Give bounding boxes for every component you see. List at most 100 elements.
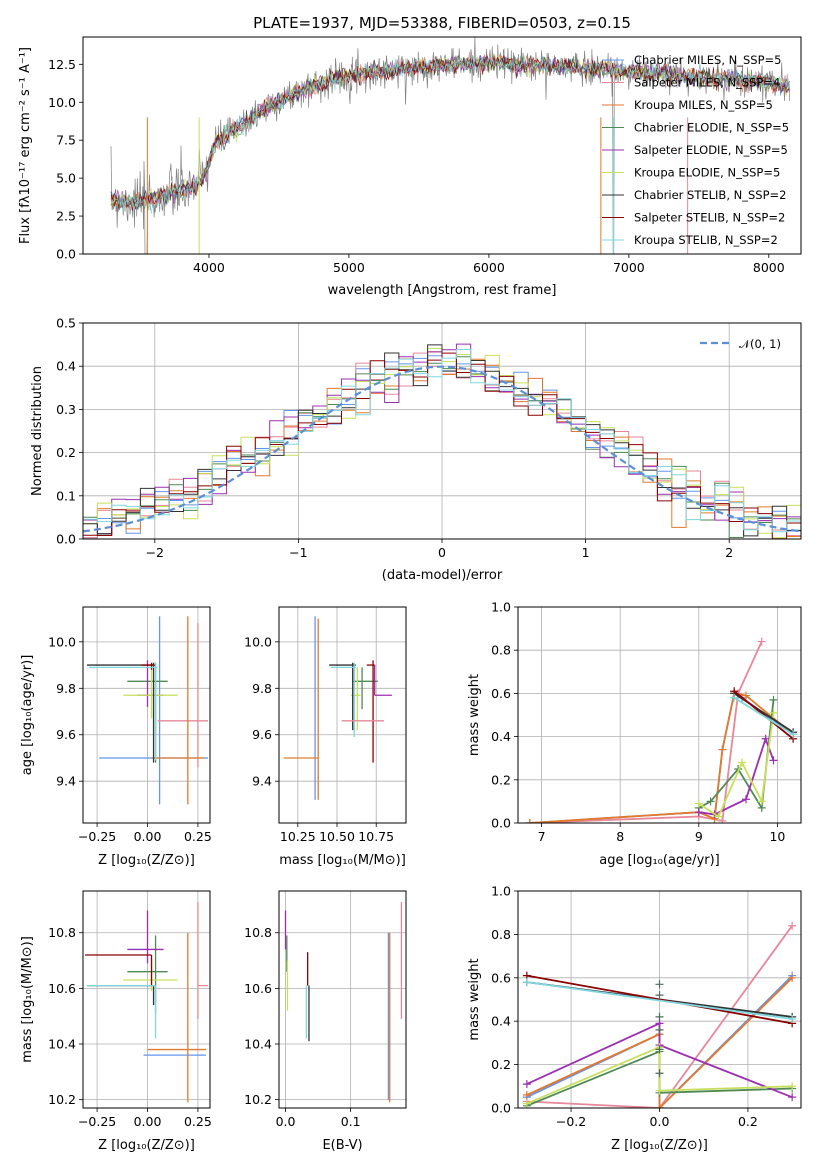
y-tick-label: 0.1 — [56, 488, 76, 503]
y-tick-label: 0.0 — [491, 1101, 511, 1116]
weight-marker-extra — [655, 1012, 664, 1021]
y-axis-label: Normed distribution — [30, 366, 45, 496]
x-tick-label: 10 — [769, 829, 785, 844]
weight-marker-kroupa_elodie — [694, 799, 703, 808]
panel-spectrum: 4000 5000 6000 7000 8000 0.0 2.5 5.0 7.5 10.0 12.5… — [18, 14, 802, 298]
legend-entry-kroupa_stelib: Kroupa STELIB, N_SSP=2 — [634, 233, 778, 247]
x-axis-label: Z [log₁₀(Z/Z⊙)] — [98, 853, 195, 868]
panel-age-vs-mass: 10.25 10.50 10.75 9.4 9.6 9.8 10.0 mass [log₁₀(… — [244, 606, 407, 868]
y-tick-label: 5.0 — [56, 171, 76, 186]
x-axis-label: E(B-V) — [322, 1138, 362, 1153]
weight-marker-kroupa_miles — [718, 745, 727, 754]
y-tick-label: 9.4 — [56, 774, 76, 789]
x-tick-label: 0.00 — [134, 1114, 162, 1129]
y-tick-label: 0.2 — [491, 1057, 511, 1072]
y-tick-label: 10.4 — [48, 1037, 76, 1052]
legend-entry-chabrier_elodie: Chabrier ELODIE, N_SSP=5 — [634, 121, 789, 135]
axes-frame — [517, 606, 802, 824]
panel-residuals: −2 −1 0 1 2 0.0 0.1 0.2 0.3 0.4 0.5 (data-model)/er… — [30, 316, 802, 583]
weight-marker-kroupa_stelib — [788, 1015, 797, 1024]
x-tick-label: 0.00 — [134, 829, 162, 844]
weight-marker-kroupa_miles — [522, 1090, 531, 1099]
legend-entry-chabrier_miles: Chabrier MILES, N_SSP=5 — [634, 53, 781, 67]
x-tick-label: −0.25 — [78, 1114, 116, 1129]
plot-area — [279, 891, 406, 1108]
plot-area — [83, 891, 210, 1108]
y-tick-label: 9.6 — [56, 727, 76, 742]
y-tick-label: 0.6 — [491, 686, 511, 701]
weight-marker-kroupa_miles — [525, 819, 534, 823]
panel-mass-vs-EBV: 0.0 0.1 10.2 10.4 10.6 10.8 E(B-V) — [244, 890, 407, 1153]
axes-frame — [82, 606, 211, 824]
weight-marker-chabrier_elodie — [706, 797, 715, 806]
y-tick-label: 0.5 — [56, 316, 76, 331]
weight-marker-extra — [655, 980, 664, 989]
legend-entry-kroupa_elodie: Kroupa ELODIE, N_SSP=5 — [634, 166, 780, 180]
weight-marker-salpeter_elodie — [788, 1093, 797, 1102]
x-axis-label: Z [log₁₀(Z/Z⊙)] — [98, 1138, 195, 1153]
y-tick-label: 0.8 — [491, 927, 511, 942]
y-tick-label: 0.4 — [491, 1014, 511, 1029]
weight-line-salpeter_elodie — [526, 1021, 793, 1099]
x-tick-label: 7000 — [613, 260, 645, 275]
normal-curve — [83, 365, 799, 533]
x-tick-label: −0.25 — [78, 829, 116, 844]
legend-entry-salpeter_miles: Salpeter MILES, N_SSP=4 — [634, 76, 780, 90]
x-tick-label: 0.1 — [341, 1114, 361, 1129]
weight-marker-salpeter_elodie — [741, 795, 750, 804]
y-tick-label: 10.0 — [244, 634, 272, 649]
x-tick-label: 6000 — [473, 260, 505, 275]
x-axis-label: age [log₁₀(age/yr)] — [599, 853, 720, 868]
weight-marker-kroupa_miles — [741, 691, 750, 700]
y-axis-label: age [log₁₀(age/yr)] — [20, 655, 35, 776]
x-tick-label: 10.50 — [319, 829, 355, 844]
weight-marker-salpeter_miles — [788, 921, 797, 930]
chart-title: PLATE=1937, MJD=53388, FIBERID=0503, z=0… — [253, 14, 631, 32]
panel-age-vs-Z: −0.25 0.00 0.25 9.4 9.6 9.8 10.0 Z [log₁₀(Z/Z⊙)… — [20, 606, 212, 868]
y-tick-label: 0.8 — [491, 643, 511, 658]
weight-marker-extra — [655, 991, 664, 1000]
axes-frame — [278, 606, 407, 824]
x-axis-label: wavelength [Angstrom, rest frame] — [328, 283, 557, 298]
plot-area — [110, 37, 790, 254]
x-tick-label: 0 — [438, 545, 446, 560]
weight-line-kroupa_stelib — [526, 981, 793, 1020]
y-tick-label: 0.0 — [56, 247, 76, 262]
legend: Chabrier MILES, N_SSP=5 Salpeter MILES, N… — [602, 53, 789, 247]
weight-marker-salpeter_elodie — [769, 756, 778, 765]
weight-marker-salpeter_miles — [718, 816, 727, 823]
x-tick-label: 1 — [582, 545, 590, 560]
y-axis-label: Flux [fλ10⁻¹⁷ erg cm⁻² s⁻¹ A⁻¹] — [18, 47, 33, 244]
model-spectrum-kroupa_stelib — [110, 55, 790, 214]
y-tick-label: 0.3 — [56, 402, 76, 417]
x-tick-label: 0.25 — [184, 1114, 212, 1129]
legend-entry-kroupa_miles: Kroupa MILES, N_SSP=5 — [634, 98, 773, 112]
legend-entry-normal: 𝒩(0, 1) — [739, 337, 781, 351]
weight-line-kroupa_elodie — [526, 1045, 793, 1105]
y-tick-label: 10.2 — [244, 1092, 272, 1107]
y-tick-label: 10.8 — [48, 925, 76, 940]
y-tick-label: 10.0 — [48, 95, 76, 110]
axes-frame — [278, 890, 407, 1109]
x-tick-label: 0.0 — [650, 1114, 670, 1129]
y-tick-label: 10.2 — [48, 1092, 76, 1107]
weight-line-salpeter_miles — [526, 925, 793, 1108]
legend-entry-salpeter_stelib: Salpeter STELIB, N_SSP=2 — [634, 211, 785, 225]
plot-area — [518, 891, 801, 1108]
histogram-salpeter_stelib — [83, 352, 801, 539]
x-tick-label: 9 — [695, 829, 703, 844]
legend-entry-chabrier_stelib: Chabrier STELIB, N_SSP=2 — [634, 188, 786, 202]
y-tick-label: 10.8 — [244, 925, 272, 940]
y-tick-label: 10.6 — [244, 981, 272, 996]
y-tick-label: 7.5 — [56, 133, 76, 148]
weight-marker-chabrier_elodie — [769, 695, 778, 704]
y-axis-label: mass [log₁₀(M/M⊙)] — [20, 936, 35, 1063]
weight-marker-kroupa_stelib — [522, 978, 531, 987]
y-tick-label: 0.4 — [491, 729, 511, 744]
x-tick-label: 0.2 — [738, 1114, 758, 1129]
legend: 𝒩(0, 1) — [700, 337, 781, 351]
panel-weight-vs-Z: −0.2 0.0 0.2 0.0 0.2 0.4 0.6 0.8 1.0 Z [log₁₀(Z/Z… — [467, 884, 802, 1153]
x-axis-label: mass [log₁₀(M/M⊙)] — [279, 853, 406, 868]
x-tick-label: 8 — [616, 829, 624, 844]
